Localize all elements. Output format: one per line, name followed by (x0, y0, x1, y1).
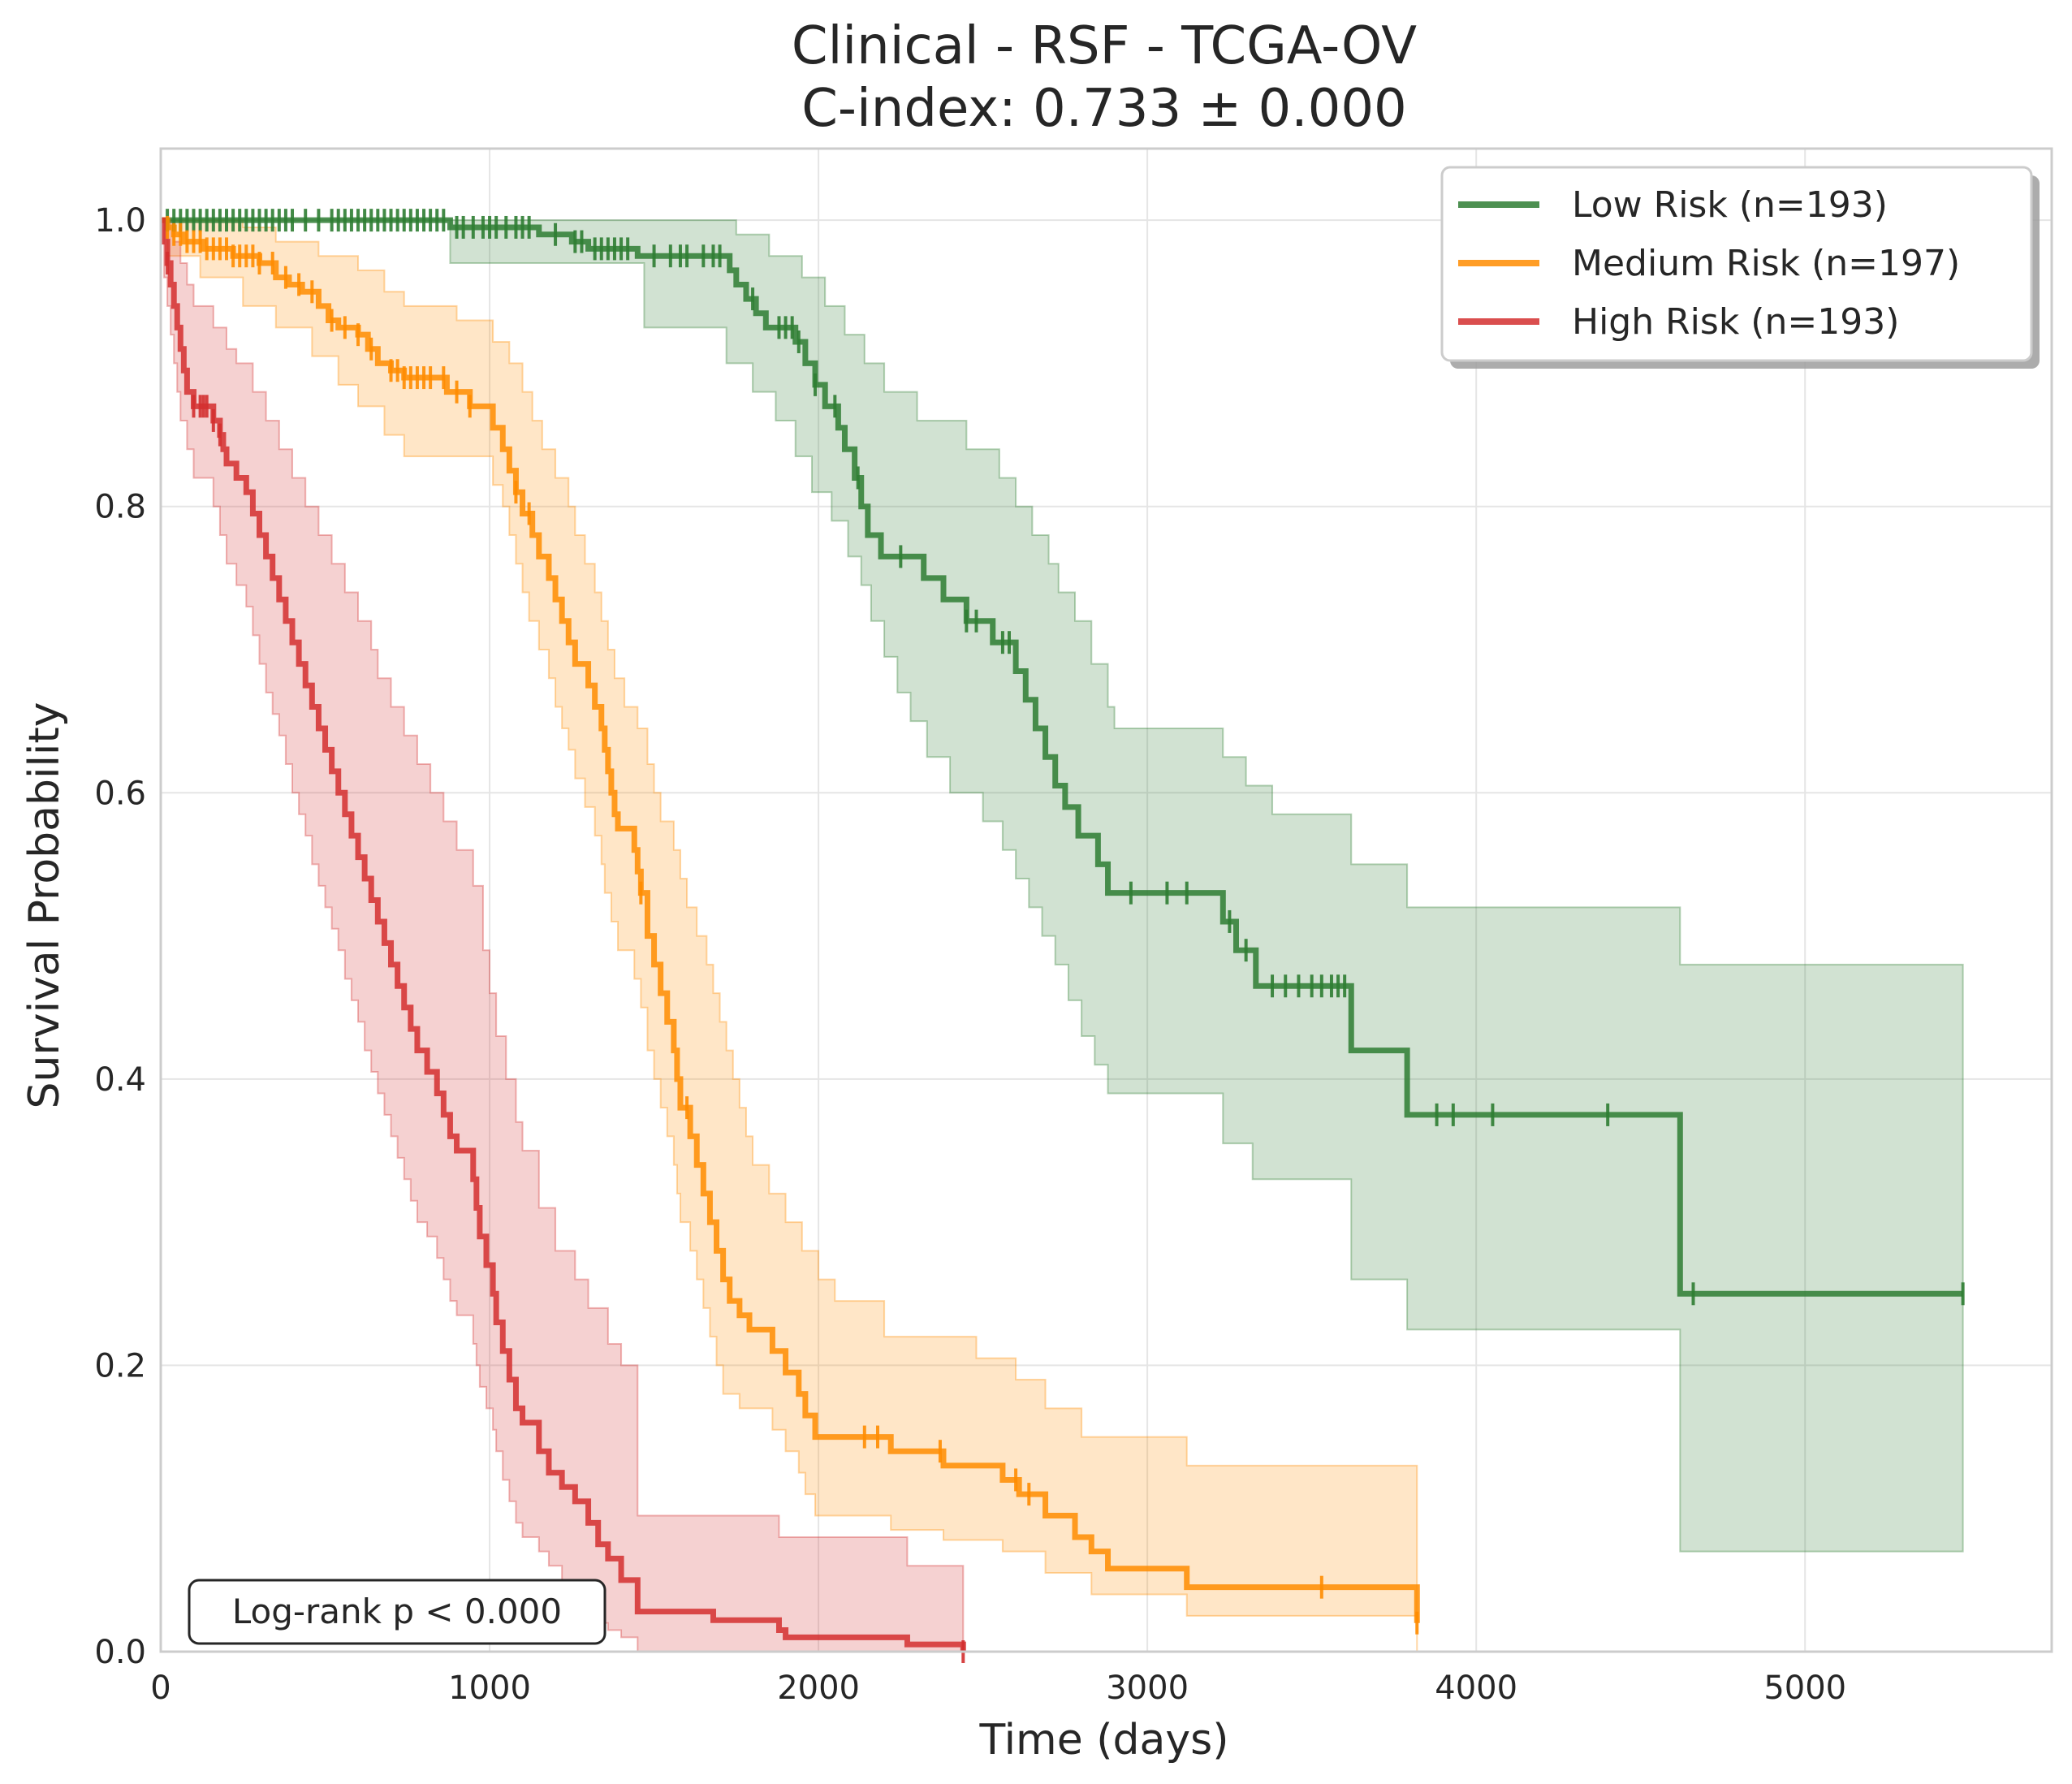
grid (160, 149, 2052, 1652)
x-tick-label: 1000 (448, 1670, 531, 1707)
x-tick-label: 4000 (1435, 1670, 1517, 1707)
survival-curve-low-risk (161, 217, 1963, 1297)
legend: Low Risk (n=193) Medium Risk (n=197) Hig… (1440, 166, 2040, 369)
logrank-annotation: Log-rank p < 0.000 (188, 1579, 606, 1645)
plot-frame (159, 147, 2053, 1653)
x-axis-ticks: 0 1000 2000 3000 4000 5000 (150, 1670, 1846, 1707)
plot-area (159, 147, 2053, 1663)
ci-band-medium-risk (161, 219, 1418, 1652)
confidence-bands (161, 219, 1964, 1652)
y-tick-label: 0.8 (94, 489, 146, 526)
censor-marks (166, 209, 1965, 1663)
survival-curve-high-risk (161, 217, 966, 1652)
legend-label-low-risk: Low Risk (n=193) (1572, 184, 1888, 226)
x-tick-label: 5000 (1763, 1670, 1846, 1707)
x-tick-label: 3000 (1106, 1670, 1189, 1707)
y-tick-label: 0.4 (94, 1061, 146, 1099)
y-tick-label: 1.0 (94, 202, 146, 240)
y-tick-label: 0.0 (94, 1634, 146, 1671)
chart-subtitle: C-index: 0.733 ± 0.000 (801, 79, 1407, 139)
annotation-text: Log-rank p < 0.000 (232, 1592, 562, 1631)
y-tick-label: 0.2 (94, 1347, 146, 1384)
x-axis-label: Time (days) (978, 1716, 1228, 1765)
legend-label-medium-risk: Medium Risk (n=197) (1572, 243, 1960, 284)
legend-box (1440, 166, 2033, 362)
ci-band-high-risk (161, 219, 965, 1652)
annotation-box (188, 1579, 606, 1645)
y-tick-label: 0.6 (94, 775, 146, 812)
x-tick-label: 0 (150, 1670, 171, 1707)
ci-band-low-risk (161, 219, 1964, 1553)
chart-title: Clinical - RSF - TCGA-OV (792, 16, 1417, 76)
legend-label-high-risk: High Risk (n=193) (1572, 301, 1899, 343)
x-tick-label: 2000 (777, 1670, 860, 1707)
y-axis-label: Survival Probability (20, 702, 69, 1108)
y-axis-ticks: 0.0 0.2 0.4 0.6 0.8 1.0 (94, 202, 146, 1671)
